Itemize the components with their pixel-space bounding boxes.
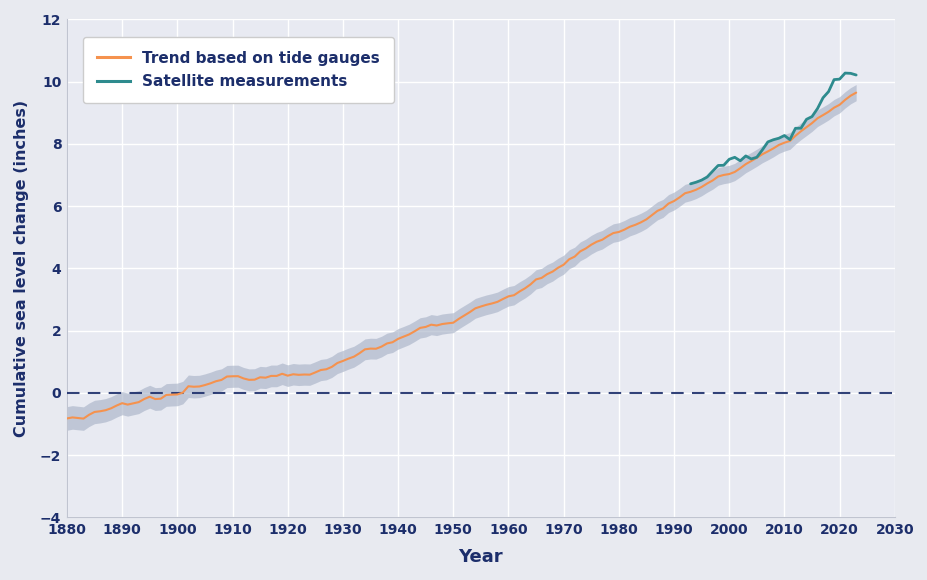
Y-axis label: Cumulative sea level change (inches): Cumulative sea level change (inches) — [14, 100, 29, 437]
X-axis label: Year: Year — [458, 548, 502, 566]
Legend: Trend based on tide gauges, Satellite measurements: Trend based on tide gauges, Satellite me… — [83, 37, 393, 103]
